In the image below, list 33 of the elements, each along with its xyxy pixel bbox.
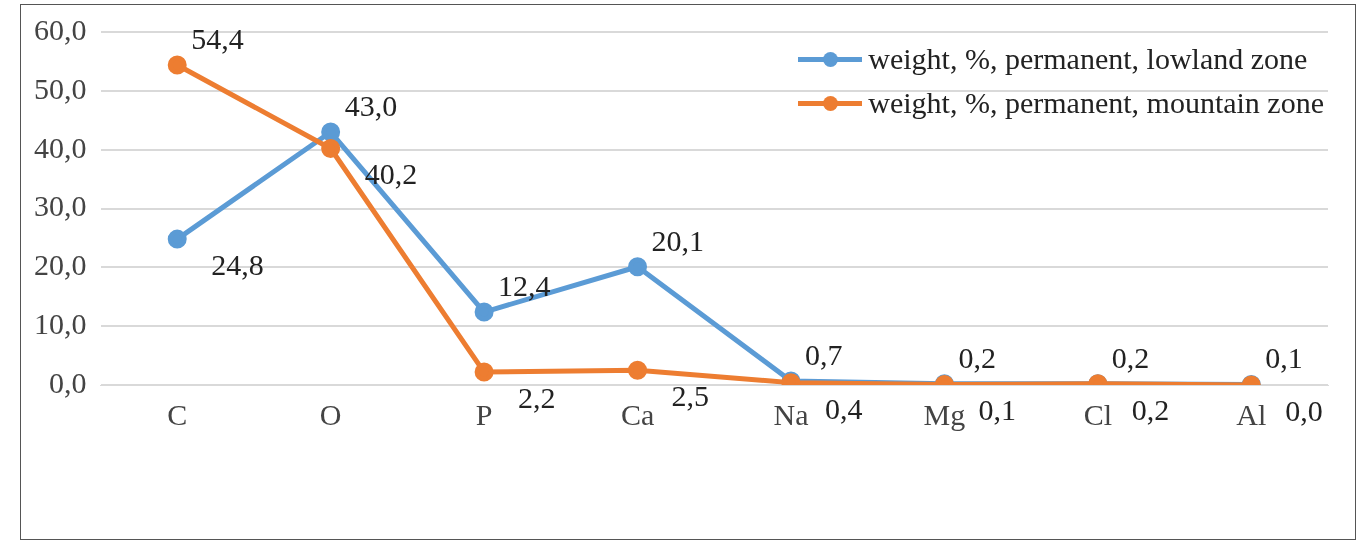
data-label: 2,2 bbox=[518, 380, 556, 414]
y-tick-label: 50,0 bbox=[34, 71, 87, 105]
y-tick-label: 10,0 bbox=[34, 307, 87, 341]
x-tick-label: Cl bbox=[1083, 397, 1113, 431]
data-label: 2,5 bbox=[671, 379, 710, 413]
x-tick-label: Mg bbox=[923, 397, 966, 431]
data-label: 0,1 bbox=[1265, 341, 1303, 375]
data-label: 0,2 bbox=[1111, 340, 1150, 374]
data-label: 20,1 bbox=[651, 223, 705, 257]
data-label: 0,1 bbox=[978, 393, 1016, 427]
y-tick-label: 30,0 bbox=[34, 189, 87, 223]
y-tick-label: 40,0 bbox=[34, 130, 87, 164]
x-tick-label: C bbox=[167, 397, 188, 431]
y-tick-label: 20,0 bbox=[34, 248, 87, 282]
data-label: 0,4 bbox=[824, 391, 863, 425]
x-tick-label: Na bbox=[773, 397, 809, 431]
legend-label: weight, %, permanent, mountain zone bbox=[868, 86, 1324, 120]
data-label: 54,4 bbox=[191, 21, 244, 55]
y-tick-label: 0,0 bbox=[49, 365, 87, 399]
x-tick-label: Ca bbox=[620, 397, 655, 431]
data-label: 12,4 bbox=[498, 268, 551, 302]
data-label: 0,0 bbox=[1285, 393, 1323, 427]
data-label: 0,2 bbox=[958, 340, 996, 374]
x-tick-label: O bbox=[319, 397, 342, 431]
x-tick-label: Al bbox=[1236, 397, 1267, 431]
data-label: 40,2 bbox=[364, 157, 418, 191]
legend-label: weight, %, permanent, lowland zone bbox=[868, 42, 1308, 76]
data-label: 43,0 bbox=[344, 88, 398, 122]
x-tick-label: P bbox=[475, 397, 493, 431]
data-label: 24,8 bbox=[211, 247, 264, 281]
y-tick-label: 60,0 bbox=[34, 12, 87, 46]
data-label: 0,7 bbox=[804, 337, 843, 371]
data-label: 0,2 bbox=[1131, 392, 1170, 426]
